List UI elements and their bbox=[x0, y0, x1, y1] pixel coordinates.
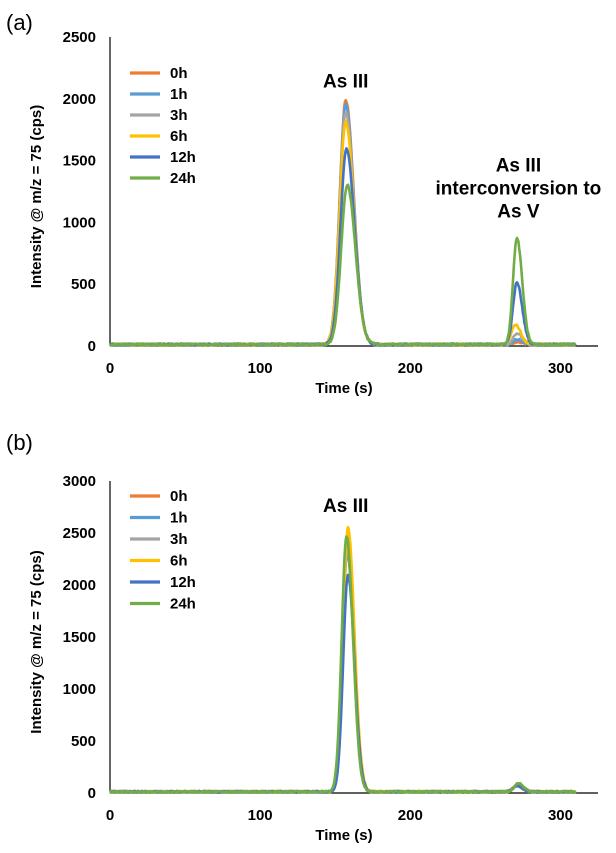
x-tick-label: 200 bbox=[398, 360, 423, 377]
legend: 0h 1h 3h 6h 12h 24h bbox=[130, 65, 196, 187]
series-line-24h bbox=[109, 535, 577, 794]
legend-label-1h: 1h bbox=[170, 510, 188, 527]
legend-label-3h: 3h bbox=[170, 107, 188, 124]
legend-label-12h: 12h bbox=[170, 574, 196, 591]
y-tick-label: 0 bbox=[88, 785, 96, 802]
plot-area bbox=[108, 98, 577, 347]
legend-label-0h: 0h bbox=[170, 488, 188, 505]
y-tick-label: 1000 bbox=[63, 214, 96, 231]
panel-label: (b) bbox=[6, 430, 33, 455]
legend-label-3h: 3h bbox=[170, 531, 188, 548]
x-tick-label: 0 bbox=[106, 360, 114, 377]
y-tick-label: 2500 bbox=[63, 29, 96, 46]
x-axis-title: Time (s) bbox=[315, 827, 372, 844]
y-tick-label: 500 bbox=[71, 733, 96, 750]
annotation-text: interconversion to bbox=[436, 179, 602, 200]
chart-panel-b: (b) 0 500 1000 1500 2000 2500 3000 0 100 200 300 Tim… bbox=[6, 430, 598, 844]
series-line-24h bbox=[109, 183, 577, 347]
y-axis-title: Intensity @ m/z = 75 (cps) bbox=[28, 550, 45, 733]
legend-label-6h: 6h bbox=[170, 553, 188, 570]
legend-label-1h: 1h bbox=[170, 86, 188, 103]
y-tick-label: 3000 bbox=[63, 473, 96, 490]
legend-label-24h: 24h bbox=[170, 170, 196, 187]
legend: 0h 1h 3h 6h 12h 24h bbox=[130, 488, 196, 613]
y-tick-label: 1500 bbox=[63, 629, 96, 646]
x-tick-label: 300 bbox=[548, 360, 573, 377]
y-tick-label: 500 bbox=[71, 276, 96, 293]
x-axis-title: Time (s) bbox=[315, 380, 372, 397]
legend-label-24h: 24h bbox=[170, 596, 196, 613]
y-tick-label: 2500 bbox=[63, 525, 96, 542]
panel-label: (a) bbox=[6, 10, 33, 35]
annotation-text: As III bbox=[323, 496, 368, 517]
y-tick-label: 1500 bbox=[63, 153, 96, 170]
y-tick-label: 0 bbox=[88, 338, 96, 355]
legend-label-12h: 12h bbox=[170, 149, 196, 166]
y-tick-label: 2000 bbox=[63, 91, 96, 108]
x-tick-label: 300 bbox=[548, 807, 573, 824]
x-tick-label: 100 bbox=[248, 360, 273, 377]
y-tick-label: 1000 bbox=[63, 681, 96, 698]
annotation-text: As V bbox=[497, 202, 540, 223]
x-tick-label: 100 bbox=[248, 807, 273, 824]
annotation-text: As III bbox=[496, 156, 541, 177]
chart-panel-a: (a) 0 500 1000 1500 2000 2500 0 100 200 300 Time (s… bbox=[6, 10, 601, 397]
x-tick-label: 0 bbox=[106, 807, 114, 824]
legend-label-6h: 6h bbox=[170, 128, 188, 145]
y-tick-label: 2000 bbox=[63, 577, 96, 594]
plot-area bbox=[108, 525, 577, 794]
x-tick-label: 200 bbox=[398, 807, 423, 824]
y-axis-title: Intensity @ m/z = 75 (cps) bbox=[28, 105, 45, 288]
annotation-text: As III bbox=[323, 72, 368, 93]
legend-label-0h: 0h bbox=[170, 65, 188, 82]
